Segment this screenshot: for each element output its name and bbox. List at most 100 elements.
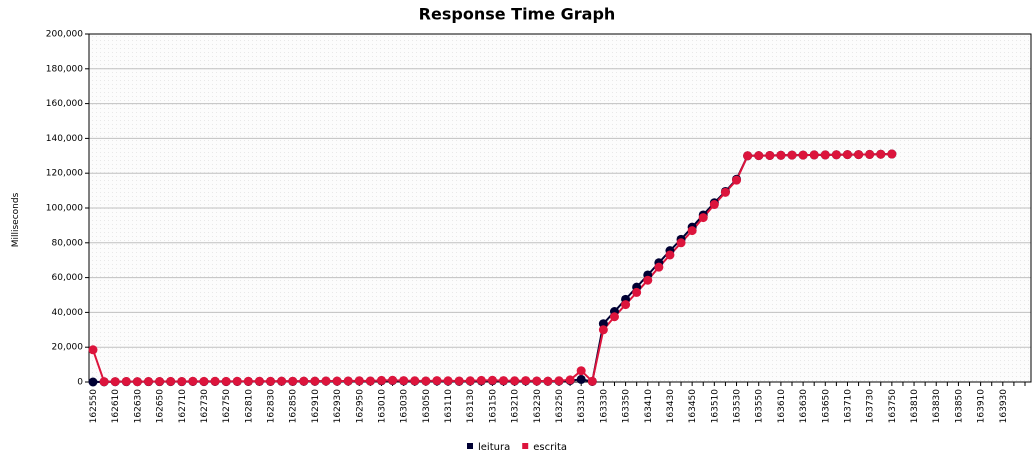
data-point: [121, 376, 131, 386]
x-tick-label: 162810: [244, 389, 254, 424]
y-tick-label: 80,000: [52, 238, 84, 248]
x-tick-label: 163330: [599, 389, 609, 424]
data-point: [876, 149, 886, 159]
data-point: [765, 150, 775, 160]
data-point: [243, 376, 253, 386]
data-point: [632, 287, 642, 297]
x-tick-label: 163110: [444, 389, 454, 424]
x-tick-label: 163150: [488, 389, 498, 424]
y-tick-label: 180,000: [46, 64, 83, 74]
x-tick-label: 163430: [666, 389, 676, 424]
data-point: [343, 376, 353, 386]
data-point: [609, 312, 619, 322]
data-point: [132, 377, 142, 387]
data-point: [565, 375, 575, 385]
data-point: [476, 375, 486, 385]
data-point: [99, 377, 109, 387]
data-point: [210, 376, 220, 386]
data-point: [842, 150, 852, 160]
data-point: [266, 376, 276, 386]
data-point: [277, 376, 287, 386]
data-point: [432, 376, 442, 386]
x-tick-label: 163410: [644, 389, 654, 424]
y-tick-label: 0: [77, 378, 83, 388]
data-point: [143, 376, 153, 386]
x-tick-label: 162750: [222, 389, 232, 424]
x-tick-label: 163010: [377, 389, 387, 424]
x-tick-label: 163510: [710, 389, 720, 424]
data-point: [776, 150, 786, 160]
data-point: [199, 376, 209, 386]
y-tick-label: 20,000: [52, 343, 84, 353]
x-tick-label: 163650: [821, 389, 831, 424]
data-point: [232, 376, 242, 386]
data-point: [155, 376, 165, 386]
data-point: [709, 200, 719, 210]
data-point: [221, 376, 231, 386]
legend-swatch: [522, 443, 529, 449]
x-tick-label: 163830: [932, 389, 942, 424]
x-tick-label: 162850: [289, 389, 299, 424]
x-tick-label: 163550: [755, 389, 765, 424]
data-point: [388, 375, 398, 385]
x-tick-label: 163810: [910, 389, 920, 424]
data-point: [665, 250, 675, 260]
x-tick-label: 163230: [533, 389, 543, 424]
plot: 0 20,000 40,000 60,000 80,000 100,000 120,000 1…: [46, 30, 1032, 453]
data-point: [720, 187, 730, 197]
x-tick-label: 163450: [688, 389, 698, 424]
x-tick-label: 162550: [89, 389, 99, 424]
y-tick-label: 200,000: [46, 30, 83, 40]
data-point: [365, 376, 375, 386]
x-tick-label: 163850: [954, 389, 964, 424]
x-tick-label: 162630: [133, 389, 143, 424]
legend-label: leitura: [478, 442, 510, 453]
x-tick-label: 162830: [267, 389, 277, 424]
x-tick-label: 163750: [888, 389, 898, 424]
x-tick-label: 162650: [156, 389, 166, 424]
data-point: [865, 149, 875, 159]
data-point: [454, 376, 464, 386]
y-tick-label: 60,000: [52, 273, 84, 283]
x-tick-label: 162610: [111, 389, 121, 424]
data-point: [166, 376, 176, 386]
data-point: [787, 150, 797, 160]
data-point: [687, 226, 697, 236]
data-point: [465, 376, 475, 386]
data-point: [521, 376, 531, 386]
data-point: [499, 376, 509, 386]
data-point: [820, 150, 830, 160]
data-point: [676, 238, 686, 248]
y-tick-label: 140,000: [46, 134, 83, 144]
data-point: [698, 213, 708, 223]
data-point: [321, 376, 331, 386]
data-point: [587, 376, 597, 386]
data-point: [332, 376, 342, 386]
data-point: [643, 275, 653, 285]
data-point: [410, 376, 420, 386]
legend-label: escrita: [533, 442, 567, 453]
data-point: [598, 325, 608, 335]
data-point: [88, 345, 98, 355]
data-point: [543, 376, 553, 386]
data-point: [809, 150, 819, 160]
x-tick-label: 163350: [622, 389, 632, 424]
y-tick-label: 100,000: [46, 204, 83, 214]
data-point: [376, 375, 386, 385]
x-tick-label: 163050: [422, 389, 432, 424]
data-point: [576, 374, 586, 384]
data-point: [299, 376, 309, 386]
x-tick-label: 163130: [466, 389, 476, 424]
data-point: [831, 150, 841, 160]
x-tick-label: 162710: [178, 389, 188, 424]
chart-title: Response Time Graph: [419, 5, 616, 24]
data-point: [576, 366, 586, 376]
data-point: [88, 377, 98, 387]
data-point: [354, 376, 364, 386]
data-point: [487, 375, 497, 385]
x-tick-label: 163930: [999, 389, 1009, 424]
x-tick-label: 163910: [977, 389, 987, 424]
y-axis-label: Milliseconds: [11, 192, 21, 247]
x-tick-label: 162950: [355, 389, 365, 424]
